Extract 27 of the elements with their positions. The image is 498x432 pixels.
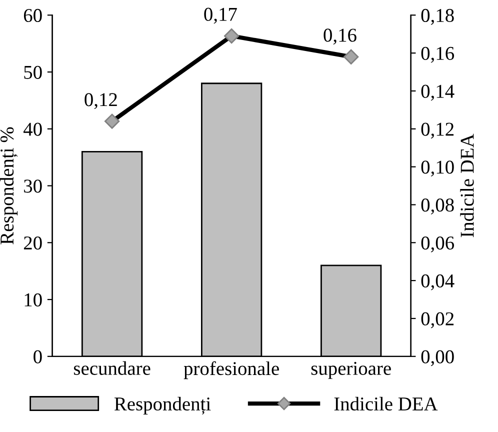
y2-tick-label: 0,02 [421,312,454,328]
y2-tick-label: 0,06 [421,236,454,252]
y-tick-label: 50 [24,66,42,79]
y-tick-label: 20 [24,236,42,250]
y2-tick-label: 0,14 [421,84,454,101]
y-tick-label: 30 [24,180,42,193]
y2-axis-title: Indicile DEA [460,134,474,238]
data-label: 0,17 [204,8,237,24]
data-label: 0,16 [324,28,356,45]
y2-tick-label: 0,10 [421,160,454,177]
y-tick-label: 40 [24,122,42,136]
legend-label: Respondenți [114,396,211,414]
y-tick-label: 10 [24,293,42,306]
x-tick-label: superioare [311,362,391,379]
x-tick-label: profesionale [184,361,279,380]
y-axis-title: Respondenți % [0,127,18,244]
y2-tick-label: 0,00 [421,350,454,366]
x-tick-label: secundare [74,361,150,375]
data-label: 0,12 [84,93,117,110]
y2-tick-label: 0,08 [421,198,454,214]
y2-tick-label: 0,16 [421,46,454,63]
y-tick-label: 0 [34,350,42,364]
legend-label: Indicile DEA [334,396,438,411]
y-tick-label: 60 [24,8,42,22]
y2-tick-label: 0,18 [421,8,454,25]
y2-tick-label: 0,04 [421,274,454,290]
y2-tick-label: 0,12 [421,122,454,139]
